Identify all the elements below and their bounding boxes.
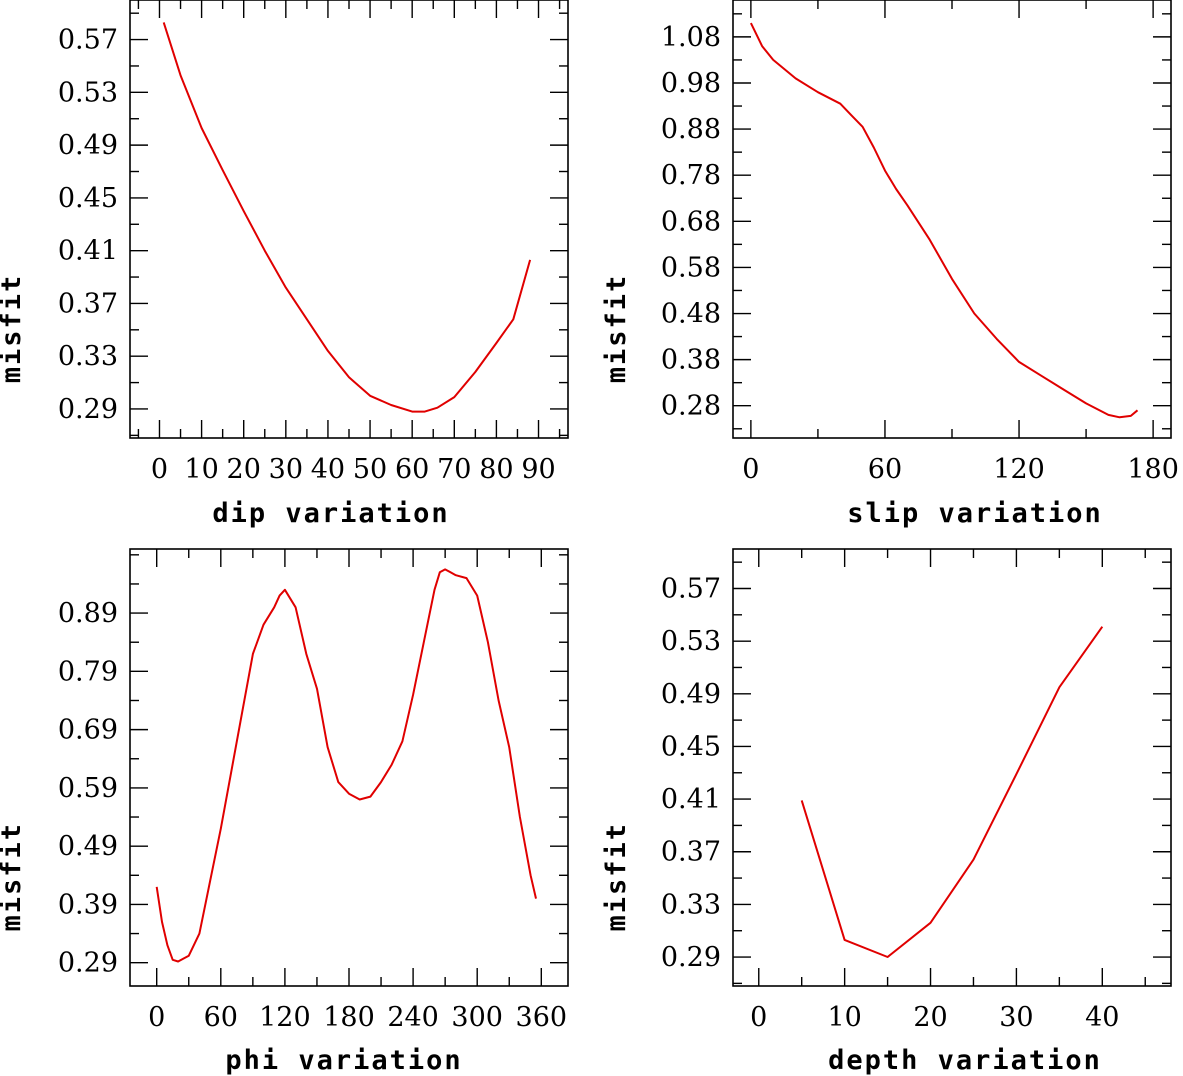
x-tick-label: 50 (353, 454, 387, 485)
y-tick-label: 0.59 (58, 773, 118, 804)
x-tick-label: 20 (227, 454, 261, 485)
y-tick-label: 0.29 (661, 942, 721, 973)
x-axis-title: dip variation (212, 498, 449, 529)
y-tick-label: 0.33 (661, 889, 721, 920)
y-tick-label: 0.45 (58, 183, 118, 214)
plot-frame (129, 548, 569, 987)
y-tick-label: 0.29 (58, 394, 118, 425)
y-tick-label: 0.68 (661, 206, 721, 237)
y-tick-label: 0.58 (661, 252, 721, 283)
y-axis-title: misfit (0, 822, 27, 932)
y-tick-label: 0.38 (661, 345, 721, 376)
y-tick-label: 0.37 (58, 288, 118, 319)
x-tick-label: 20 (913, 1002, 947, 1033)
dip-variation-panel: 0.29 0.33 0.37 0.41 0.45 0.49 0.53 0.57 0 10 20 30 4… (0, 0, 569, 529)
depth-variation-panel: 0.29 0.33 0.37 0.41 0.45 0.49 0.53 0.57 0 10 20 30 4… (601, 548, 1172, 1076)
y-tick-label: 0.69 (58, 715, 118, 746)
y-tick-label: 0.53 (661, 626, 721, 657)
x-tick-label: 180 (323, 1002, 375, 1033)
y-tick-label: 0.33 (58, 341, 118, 372)
plot-frame (129, 0, 569, 439)
y-axis-title: misfit (0, 274, 27, 384)
x-tick-label: 360 (516, 1002, 568, 1033)
misfit-series-line (155, 568, 537, 963)
y-tick-label: 0.57 (661, 573, 721, 604)
x-tick-label: 10 (184, 454, 218, 485)
x-tick-label: 180 (1127, 454, 1179, 485)
slip-variation-panel: 0.28 0.38 0.48 0.58 0.68 0.78 0.88 0.98 1.08 0 60 1… (601, 0, 1179, 529)
y-tick-label: 0.98 (661, 68, 721, 99)
x-axis-title: phi variation (225, 1045, 462, 1076)
x-tick-label: 90 (521, 454, 555, 485)
phi-variation-panel: 0.29 0.39 0.49 0.59 0.69 0.79 0.89 0 60 120 180 240… (0, 548, 569, 1076)
y-tick-label: 1.08 (661, 22, 721, 53)
x-tick-label: 60 (868, 454, 902, 485)
y-tick-label: 0.37 (661, 837, 721, 868)
x-tick-label: 70 (437, 454, 471, 485)
x-axis-title: depth variation (828, 1045, 1102, 1076)
y-tick-label: 0.28 (661, 391, 721, 422)
x-tick-label: 40 (1085, 1002, 1119, 1033)
y-axis-title: misfit (601, 274, 632, 384)
y-tick-label: 0.57 (58, 25, 118, 56)
y-tick-label: 0.41 (661, 784, 721, 815)
x-tick-label: 120 (993, 454, 1045, 485)
x-tick-label: 120 (259, 1002, 311, 1033)
y-tick-label: 0.88 (661, 114, 721, 145)
y-tick-label: 0.89 (58, 598, 118, 629)
misfit-series-line (750, 22, 1139, 419)
y-tick-label: 0.78 (661, 160, 721, 191)
y-tick-label: 0.49 (58, 831, 118, 862)
x-tick-label: 60 (204, 1002, 238, 1033)
y-tick-label: 0.45 (661, 731, 721, 762)
x-tick-label: 40 (311, 454, 345, 485)
y-tick-label: 0.48 (661, 299, 721, 330)
x-tick-label: 10 (827, 1002, 861, 1033)
x-tick-label: 0 (742, 454, 759, 485)
x-tick-label: 0 (151, 454, 168, 485)
misfit-series-line (162, 22, 532, 413)
y-tick-label: 0.39 (58, 889, 118, 920)
x-tick-label: 30 (999, 1002, 1033, 1033)
x-tick-label: 0 (148, 1002, 165, 1033)
y-axis-title: misfit (601, 822, 632, 932)
x-tick-label: 80 (479, 454, 513, 485)
misfit-series-line (800, 626, 1104, 958)
x-tick-label: 30 (269, 454, 303, 485)
x-tick-label: 60 (395, 454, 429, 485)
y-tick-label: 0.49 (58, 130, 118, 161)
y-tick-label: 0.29 (58, 948, 118, 979)
x-tick-label: 0 (750, 1002, 767, 1033)
x-axis-title: slip variation (847, 498, 1103, 529)
plot-frame (732, 548, 1172, 987)
x-tick-label: 300 (451, 1002, 503, 1033)
y-tick-label: 0.53 (58, 77, 118, 108)
plot-frame (732, 0, 1172, 439)
x-tick-label: 240 (387, 1002, 439, 1033)
y-tick-label: 0.49 (661, 679, 721, 710)
y-tick-label: 0.41 (58, 236, 118, 267)
y-tick-label: 0.79 (58, 656, 118, 687)
